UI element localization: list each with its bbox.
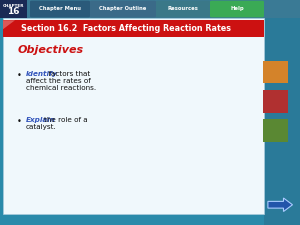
Text: factors that
affect the rates of
chemical reactions.: factors that affect the rates of chemica… bbox=[26, 71, 96, 91]
Text: Objectives: Objectives bbox=[18, 45, 84, 55]
Text: •: • bbox=[16, 117, 21, 126]
Text: Chapter Menu: Chapter Menu bbox=[39, 7, 81, 11]
Text: CHAPTER: CHAPTER bbox=[3, 4, 24, 8]
Text: the role of a
catalyst.: the role of a catalyst. bbox=[26, 117, 87, 130]
Bar bbox=[262, 61, 288, 83]
Text: Explain: Explain bbox=[26, 117, 56, 123]
FancyBboxPatch shape bbox=[90, 1, 156, 17]
Polygon shape bbox=[268, 198, 292, 212]
FancyBboxPatch shape bbox=[210, 1, 264, 17]
Bar bbox=[3, 18, 264, 214]
FancyBboxPatch shape bbox=[156, 1, 210, 17]
Text: Chapter Outline: Chapter Outline bbox=[99, 7, 147, 11]
FancyBboxPatch shape bbox=[30, 1, 90, 17]
Text: •: • bbox=[16, 71, 21, 80]
Text: Section 16.2  Factors Affecting Reaction Rates: Section 16.2 Factors Affecting Reaction … bbox=[21, 24, 231, 33]
Polygon shape bbox=[3, 20, 15, 29]
Text: Help: Help bbox=[230, 7, 244, 11]
Bar bbox=[264, 0, 300, 225]
Bar bbox=[3, 20, 264, 37]
Text: Identify: Identify bbox=[26, 71, 57, 77]
Bar bbox=[0, 0, 300, 18]
Text: Resources: Resources bbox=[168, 7, 198, 11]
Bar bbox=[262, 119, 288, 142]
Bar bbox=[0, 0, 27, 18]
Bar bbox=[262, 90, 288, 112]
Text: 16: 16 bbox=[7, 7, 20, 16]
